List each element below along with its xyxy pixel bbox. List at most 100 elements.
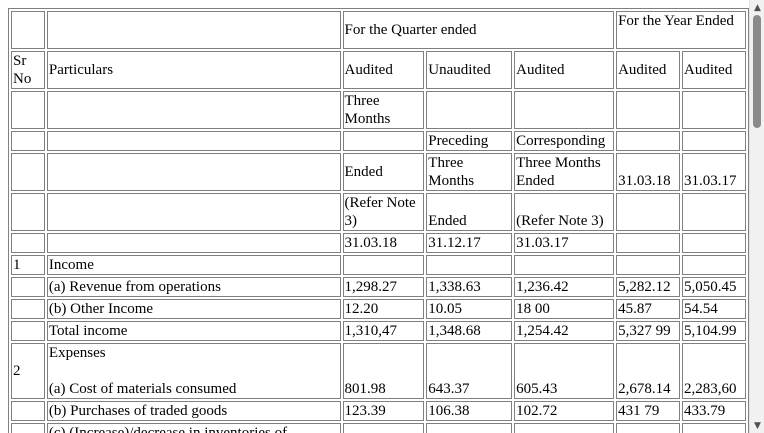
period-header-cell	[514, 91, 615, 129]
table-row: (b) Other Income 12.20 10.05 18 00 45.87…	[11, 299, 746, 319]
value-cell: 433.79	[682, 401, 746, 421]
table-cell	[11, 193, 45, 231]
value-cell: 605.43	[514, 343, 615, 399]
table-row: Sr No Particulars Audited Unaudited Audi…	[11, 51, 746, 89]
value-cell	[342, 255, 425, 275]
table-row: Ended Three Months Three Months Ended 31…	[11, 153, 746, 191]
financial-results-table: For the Quarter ended For the Year Ended…	[8, 8, 749, 433]
sr-cell	[11, 401, 45, 421]
value-cell: 54.54	[682, 299, 746, 319]
period-header-cell	[616, 193, 681, 231]
year-group-header: For the Year Ended	[616, 11, 746, 49]
value-cell: 5,282.12	[616, 277, 681, 297]
value-cell	[426, 423, 513, 433]
audit-status-cell: Audited	[682, 51, 746, 89]
value-cell: 1,348.68	[426, 321, 513, 341]
audit-status-cell: Audited	[514, 51, 615, 89]
period-date-cell: 31.03.17	[514, 233, 615, 253]
period-header-cell	[616, 131, 681, 151]
period-header-cell: Corresponding	[514, 131, 615, 151]
period-date-cell: 31.03.18	[342, 233, 425, 253]
value-cell	[514, 423, 615, 433]
period-header-cell: Ended	[426, 193, 513, 231]
table-row: (a) Revenue from operations 1,298.27 1,3…	[11, 277, 746, 297]
value-cell	[616, 255, 681, 275]
value-cell: 106.38	[426, 401, 513, 421]
period-header-cell: Three Months	[342, 91, 425, 129]
period-date-cell	[682, 233, 746, 253]
period-header-cell	[616, 91, 681, 129]
table-row: (c) (Increase)/decrease in inventories o…	[11, 423, 746, 433]
particulars-cell: (c) (Increase)/decrease in inventories o…	[46, 423, 341, 433]
table-cell	[11, 153, 45, 191]
period-header-cell: Three Months	[426, 153, 513, 191]
period-date-cell: 31.12.17	[426, 233, 513, 253]
value-cell: 5,327 99	[616, 321, 681, 341]
value-cell: 643.37	[426, 343, 513, 399]
period-header-cell: Ended	[342, 153, 425, 191]
table-row: (Refer Note 3) Ended (Refer Note 3)	[11, 193, 746, 231]
value-cell: 18 00	[514, 299, 615, 319]
value-cell: 2,283,60	[682, 343, 746, 399]
value-cell: 2,678.14	[616, 343, 681, 399]
table-row: For the Quarter ended For the Year Ended	[11, 11, 746, 49]
scrollbar-thumb[interactable]	[753, 15, 761, 128]
value-cell	[514, 255, 615, 275]
year-end-date-cell: 31.03.18	[616, 153, 681, 191]
period-header-cell: (Refer Note 3)	[342, 193, 425, 231]
scroll-down-icon[interactable]: ▼	[754, 420, 761, 431]
sr-cell	[11, 277, 45, 297]
value-cell: 45.87	[616, 299, 681, 319]
period-date-cell	[616, 233, 681, 253]
table-cell	[46, 153, 341, 191]
table-cell	[46, 91, 341, 129]
value-cell: 1,298.27	[342, 277, 425, 297]
value-cell: 1,254.42	[514, 321, 615, 341]
sr-cell	[11, 299, 45, 319]
period-header-cell	[426, 91, 513, 129]
value-cell: 801.98	[342, 343, 425, 399]
value-cell: 5,050.45	[682, 277, 746, 297]
value-cell	[342, 423, 425, 433]
value-cell: 1,338.63	[426, 277, 513, 297]
value-cell: 1,310,47	[342, 321, 425, 341]
table-row: Preceding Corresponding	[11, 131, 746, 151]
period-header-cell	[682, 91, 746, 129]
table-row: 1 Income	[11, 255, 746, 275]
table-cell	[11, 233, 45, 253]
value-cell: 12.20	[342, 299, 425, 319]
table-cell	[46, 11, 341, 49]
sr-no-header: Sr No	[11, 51, 45, 89]
value-cell	[682, 423, 746, 433]
value-cell	[616, 423, 681, 433]
vertical-scrollbar[interactable]: ▲ ▼	[749, 0, 764, 433]
period-header-cell	[682, 193, 746, 231]
particulars-cell: (b) Other Income	[46, 299, 341, 319]
particulars-label: (a) Cost of materials consumed	[48, 381, 237, 397]
value-cell: 10.05	[426, 299, 513, 319]
sr-cell: 2	[11, 343, 45, 399]
period-header-cell	[342, 131, 425, 151]
particulars-cell: (a) Revenue from operations	[46, 277, 341, 297]
particulars-cell: Income	[46, 255, 341, 275]
audit-status-cell: Unaudited	[426, 51, 513, 89]
table-cell	[46, 193, 341, 231]
sr-cell	[11, 321, 45, 341]
period-header-cell: Three Months Ended	[514, 153, 615, 191]
quarter-group-header: For the Quarter ended	[342, 11, 615, 49]
scroll-up-icon[interactable]: ▲	[754, 2, 761, 13]
table-cell	[46, 233, 341, 253]
table-cell	[46, 131, 341, 151]
audit-status-cell: Audited	[616, 51, 681, 89]
audit-status-cell: Audited	[342, 51, 425, 89]
section-heading: Expenses	[48, 345, 106, 361]
value-cell: 5,104.99	[682, 321, 746, 341]
table-cell	[11, 11, 45, 49]
period-header-cell	[682, 131, 746, 151]
year-end-date-cell: 31.03.17	[682, 153, 746, 191]
period-header-cell: Preceding	[426, 131, 513, 151]
sr-cell	[11, 423, 45, 433]
table-cell	[11, 91, 45, 129]
value-cell	[426, 255, 513, 275]
